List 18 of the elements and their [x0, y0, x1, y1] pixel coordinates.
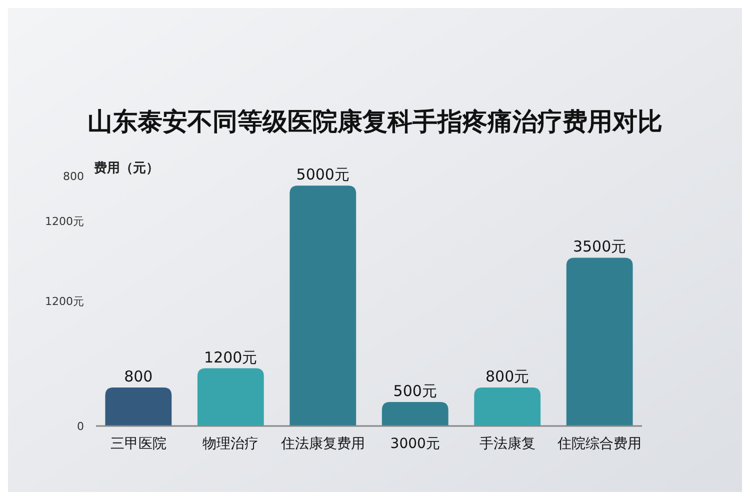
- x-tick-label: 物理治疗: [202, 436, 259, 452]
- data-label: 1200元: [204, 348, 258, 366]
- x-tick-label: 3000元: [390, 436, 440, 452]
- x-tick-label: 三甲医院: [110, 436, 166, 452]
- chart-title: 山东泰安不同等级医院康复科手指疼痛治疗费用对比: [88, 107, 662, 136]
- y-axis-title: 费用（元）: [93, 161, 159, 176]
- data-label: 800元: [486, 368, 530, 386]
- text: 1200元: [45, 214, 84, 228]
- data-label: 500元: [393, 382, 437, 400]
- text: 1200元: [45, 294, 84, 308]
- data-label: 800: [124, 368, 153, 386]
- data-label: 5000元: [296, 166, 350, 184]
- x-tick-label: 住法康复费用: [280, 436, 365, 452]
- x-tick-label: 手法康复: [479, 436, 536, 452]
- x-tick-label: 住院综合费用: [556, 436, 642, 452]
- text: 0: [77, 420, 84, 433]
- text: 800: [63, 170, 84, 183]
- data-label: 3500元: [572, 238, 626, 256]
